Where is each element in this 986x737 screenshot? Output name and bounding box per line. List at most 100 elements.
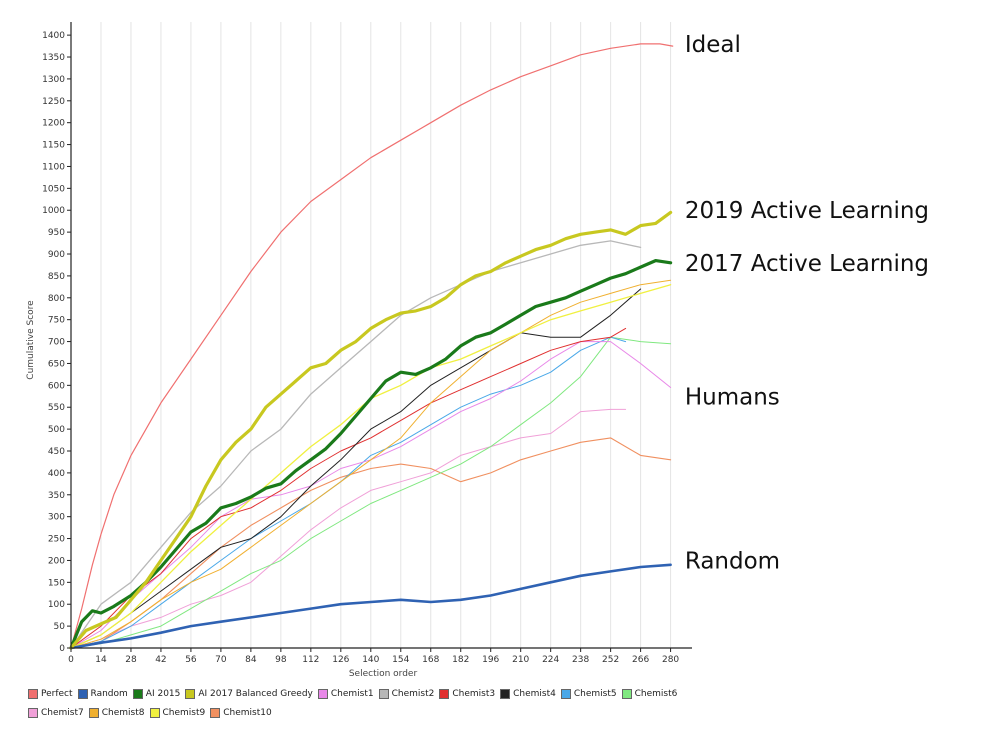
legend-swatch-chemist8 [88, 708, 99, 718]
y-tick-label-19: 950 [48, 228, 65, 238]
legend-swatch-chemist2 [378, 689, 389, 699]
y-tick-labels: 0 50 100 150 200 250 300 350 400 450 500 550 600 650 7… [42, 31, 65, 654]
series-chemist4 [70, 288, 642, 649]
x-tick-label-13: 182 [452, 655, 469, 665]
legend-label-chemist2: Chemist2 [391, 689, 435, 699]
x-tick-label-9: 126 [332, 655, 349, 665]
series-random [69, 563, 672, 650]
grid-lines [100, 22, 672, 648]
series-perfect [70, 43, 674, 649]
legend-label-chemist9: Chemist9 [162, 708, 206, 718]
x-tick-label-19: 266 [632, 655, 649, 665]
legend-label-chemist4: Chemist4 [513, 689, 556, 699]
y-tick-label-22: 1100 [42, 162, 65, 172]
legend-swatch-chemist10 [210, 708, 221, 718]
series-chemist7 [70, 408, 627, 649]
legend-swatch-chemist7 [28, 708, 38, 718]
legend-label-chemist3: Chemist3 [452, 689, 496, 699]
legend-item-chemist10: Chemist10 [210, 705, 272, 721]
x-tick-label-10: 140 [362, 655, 379, 665]
annotation-2: 2017 Active Learning [685, 251, 929, 277]
legend: Perfect Random AI 2015 AI 2017 Balanced Gre… [28, 686, 728, 724]
y-tick-label-27: 1350 [42, 53, 65, 63]
series-lines [69, 43, 674, 650]
x-tick-label-18: 252 [602, 655, 619, 665]
legend-label-chemist6: Chemist6 [634, 689, 678, 699]
x-tick-labels: 0 14 28 42 56 70 84 98 112 126 140 154 168 182 196 210 2… [68, 655, 679, 665]
legend-item-perfect: Perfect [28, 686, 73, 702]
y-tick-label-3: 150 [48, 578, 65, 588]
y-tick-label-21: 1050 [42, 184, 65, 194]
annotation-0: Ideal [685, 32, 741, 58]
annotations: Ideal 2019 Active Learning 2017 Active Lea… [685, 32, 929, 575]
y-tick-label-8: 400 [48, 469, 65, 479]
y-tick-label-18: 900 [48, 250, 65, 260]
y-tick-label-14: 700 [48, 338, 65, 348]
x-tick-label-2: 28 [125, 655, 137, 665]
legend-label-chemist7: Chemist7 [41, 708, 84, 718]
y-axis-label: Cumulative Score [26, 300, 36, 380]
series-chemist5 [70, 336, 627, 649]
y-tick-label-7: 350 [48, 491, 65, 501]
legend-item-chemist1: Chemist1 [317, 686, 374, 702]
series-chemist10 [70, 437, 672, 649]
legend-label-ai-2017-balanced-greedy: AI 2017 Balanced Greedy [198, 689, 313, 699]
legend-item-chemist6: Chemist6 [621, 686, 678, 702]
x-axis-label: Selection order [349, 669, 418, 679]
legend-swatch-chemist1 [317, 689, 328, 699]
y-tick-label-9: 450 [48, 447, 65, 457]
legend-item-random: Random [77, 686, 128, 702]
legend-item-chemist2: Chemist2 [378, 686, 435, 702]
series-chemist8 [70, 279, 672, 649]
legend-label-random: Random [90, 689, 128, 699]
y-tick-label-23: 1150 [42, 141, 65, 151]
y-tick-label-20: 1000 [42, 206, 65, 216]
series-ai-2015 [69, 259, 673, 650]
series-chemist2 [70, 240, 642, 649]
legend-label-ai-2015: AI 2015 [145, 689, 181, 699]
legend-item-chemist8: Chemist8 [88, 705, 145, 721]
x-tick-label-15: 210 [512, 655, 529, 665]
y-tick-label-5: 250 [48, 535, 65, 545]
y-tick-label-11: 550 [48, 403, 65, 413]
y-tick-label-6: 300 [48, 513, 65, 523]
series-chemist6 [70, 336, 672, 649]
legend-swatch-chemist9 [149, 708, 160, 718]
y-tick-label-4: 200 [48, 556, 65, 566]
x-tick-label-20: 280 [662, 655, 679, 665]
legend-item-chemist7: Chemist7 [28, 705, 84, 721]
x-tick-label-1: 14 [95, 655, 107, 665]
legend-label-chemist8: Chemist8 [101, 708, 145, 718]
legend-swatch-chemist5 [560, 689, 571, 699]
legend-label-perfect: Perfect [41, 689, 73, 699]
y-tick-label-15: 750 [48, 316, 65, 326]
x-tick-label-6: 84 [245, 655, 257, 665]
legend-swatch-chemist6 [621, 689, 632, 699]
x-tick-label-11: 154 [392, 655, 409, 665]
x-tick-label-16: 224 [542, 655, 559, 665]
legend-label-chemist10: Chemist10 [223, 708, 272, 718]
series-ai-2017-balanced-greedy [69, 210, 673, 650]
y-tick-label-25: 1250 [42, 97, 65, 107]
y-tick-label-26: 1300 [42, 75, 65, 85]
y-tick-label-10: 500 [48, 425, 65, 435]
x-tick-label-12: 168 [422, 655, 439, 665]
annotation-1: 2019 Active Learning [685, 198, 929, 224]
legend-item-ai-2017-balanced-greedy: AI 2017 Balanced Greedy [185, 686, 313, 702]
x-tick-label-14: 196 [482, 655, 499, 665]
y-tick-label-2: 100 [48, 600, 65, 610]
legend-swatch-chemist4 [500, 689, 511, 699]
legend-item-chemist4: Chemist4 [500, 686, 556, 702]
legend-swatch-ai-2017-balanced-greedy [185, 689, 196, 699]
x-tick-label-3: 42 [155, 655, 166, 665]
annotation-3: Humans [685, 384, 780, 410]
y-tick-label-1: 50 [54, 622, 66, 632]
x-tick-label-5: 70 [215, 655, 227, 665]
x-tick-label-0: 0 [68, 655, 74, 665]
y-tick-label-16: 800 [48, 294, 65, 304]
legend-swatch-perfect [28, 689, 38, 699]
x-tick-label-8: 112 [302, 655, 319, 665]
annotation-4: Random [685, 548, 780, 574]
legend-item-chemist5: Chemist5 [560, 686, 617, 702]
axes [67, 22, 692, 652]
